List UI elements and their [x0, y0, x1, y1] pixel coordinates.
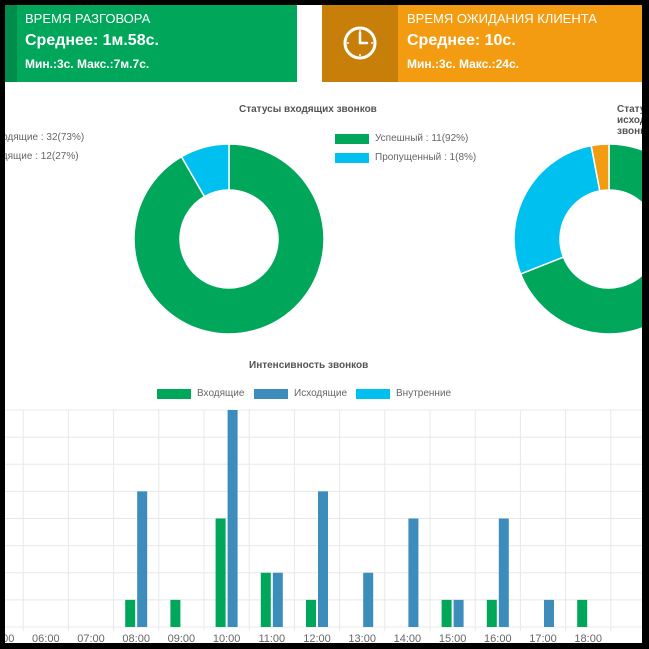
- wait-time-minmax: Мин.:3с. Макс.:24с.: [407, 57, 519, 71]
- talk-time-title: ВРЕМЯ РАЗГОВОРА: [25, 11, 151, 26]
- legend-incoming[interactable]: Входящие: [157, 388, 244, 399]
- bar-10:00[interactable]: [227, 410, 238, 627]
- talk-time-card: ВРЕМЯ РАЗГОВОРА Среднее: 1м.58с. Мин.:3с…: [5, 5, 297, 82]
- legend-incoming-label: Входящие: [197, 388, 245, 399]
- incoming-status-title: Статусы входящих звонков: [239, 104, 377, 115]
- tick-label: 15:00: [439, 633, 467, 643]
- legend-swatch: [335, 133, 369, 144]
- tick-label: 14:00: [394, 633, 422, 643]
- outgoing-share-label: Исходящие : 32(73%): [5, 132, 85, 143]
- dashboard: ВРЕМЯ РАЗГОВОРА Среднее: 1м.58с. Мин.:3с…: [5, 5, 642, 643]
- legend-internal[interactable]: Внутренние: [356, 388, 451, 399]
- clock-icon-box: [322, 5, 398, 82]
- bar-18:00[interactable]: [577, 599, 588, 627]
- slice-orange[interactable]: [590, 143, 610, 192]
- incoming-status-donut: [133, 143, 325, 335]
- wait-time-average: Среднее: 10с.: [407, 32, 516, 49]
- tick-label: 10:00: [213, 633, 241, 643]
- intensity-title: Интенсивность звонков: [249, 360, 369, 371]
- legend-swatch: [157, 388, 191, 399]
- legend-success[interactable]: Успешный : 11(92%): [335, 133, 468, 144]
- slice-cyan[interactable]: [513, 144, 601, 275]
- wait-time-title: ВРЕМЯ ОЖИДАНИЯ КЛИЕНТА: [407, 11, 597, 26]
- tick-label: 18:00: [574, 633, 602, 643]
- slice-успешный[interactable]: [133, 143, 325, 335]
- tick-label: 16:00: [484, 633, 512, 643]
- bar-14:00[interactable]: [408, 518, 419, 628]
- bar-17:00[interactable]: [544, 599, 554, 627]
- card-accent: [5, 5, 17, 82]
- tick-label: 09:00: [168, 633, 196, 643]
- wait-time-card: ВРЕМЯ ОЖИДАНИЯ КЛИЕНТА Среднее: 10с. Мин…: [322, 5, 642, 82]
- legend-swatch: [335, 152, 369, 163]
- tick-label: 07:00: [77, 633, 105, 643]
- legend-missed-label: Пропущенный : 1(8%): [375, 152, 477, 163]
- slice-пропущенный[interactable]: [180, 143, 230, 198]
- bar-10:00[interactable]: [215, 518, 226, 628]
- bar-11:00[interactable]: [260, 572, 271, 627]
- tick-label: 05:00: [5, 633, 14, 643]
- bar-13:00[interactable]: [363, 572, 374, 627]
- tick-label: 08:00: [122, 633, 150, 643]
- intensity-bar-chart: 05:00 06:00 07:00 08:00 09:00 10:00 11:00 12:00…: [5, 409, 642, 643]
- legend-swatch: [356, 388, 390, 399]
- bar-16:00[interactable]: [486, 599, 497, 627]
- tick-label: 12:00: [303, 633, 331, 643]
- bar-09:00[interactable]: [170, 599, 181, 627]
- bar-12:00[interactable]: [318, 491, 328, 627]
- tick-label: 11:00: [258, 633, 285, 643]
- talk-time-average: Среднее: 1м.58с.: [25, 32, 159, 49]
- bar-08:00[interactable]: [125, 599, 136, 627]
- bar-16:00[interactable]: [498, 518, 509, 628]
- legend-internal-label: Внутренние: [396, 388, 452, 399]
- incoming-share-label: Входящие : 12(27%): [5, 151, 79, 162]
- bar-08:00[interactable]: [137, 491, 148, 627]
- clock-icon: [343, 26, 377, 60]
- legend-missed[interactable]: Пропущенный : 1(8%): [335, 152, 476, 163]
- legend-swatch: [254, 388, 288, 399]
- legend-success-label: Успешный : 11(92%): [375, 133, 469, 144]
- slice-green[interactable]: [519, 143, 642, 335]
- outgoing-status-title: Статусы исходящих звонков: [617, 104, 642, 137]
- legend-outgoing[interactable]: Исходящие: [254, 388, 347, 399]
- tick-label: 17:00: [529, 633, 557, 643]
- outgoing-status-donut: [513, 143, 642, 335]
- legend-outgoing-label: Исходящие: [294, 388, 348, 399]
- bar-11:00[interactable]: [272, 572, 283, 627]
- talk-time-minmax: Мин.:3с. Макс.:7м.7с.: [25, 57, 150, 71]
- tick-label: 13:00: [348, 633, 376, 643]
- tick-label: 06:00: [32, 633, 60, 643]
- bar-15:00[interactable]: [441, 599, 452, 627]
- bar-12:00[interactable]: [306, 599, 316, 627]
- bar-15:00[interactable]: [453, 599, 464, 627]
